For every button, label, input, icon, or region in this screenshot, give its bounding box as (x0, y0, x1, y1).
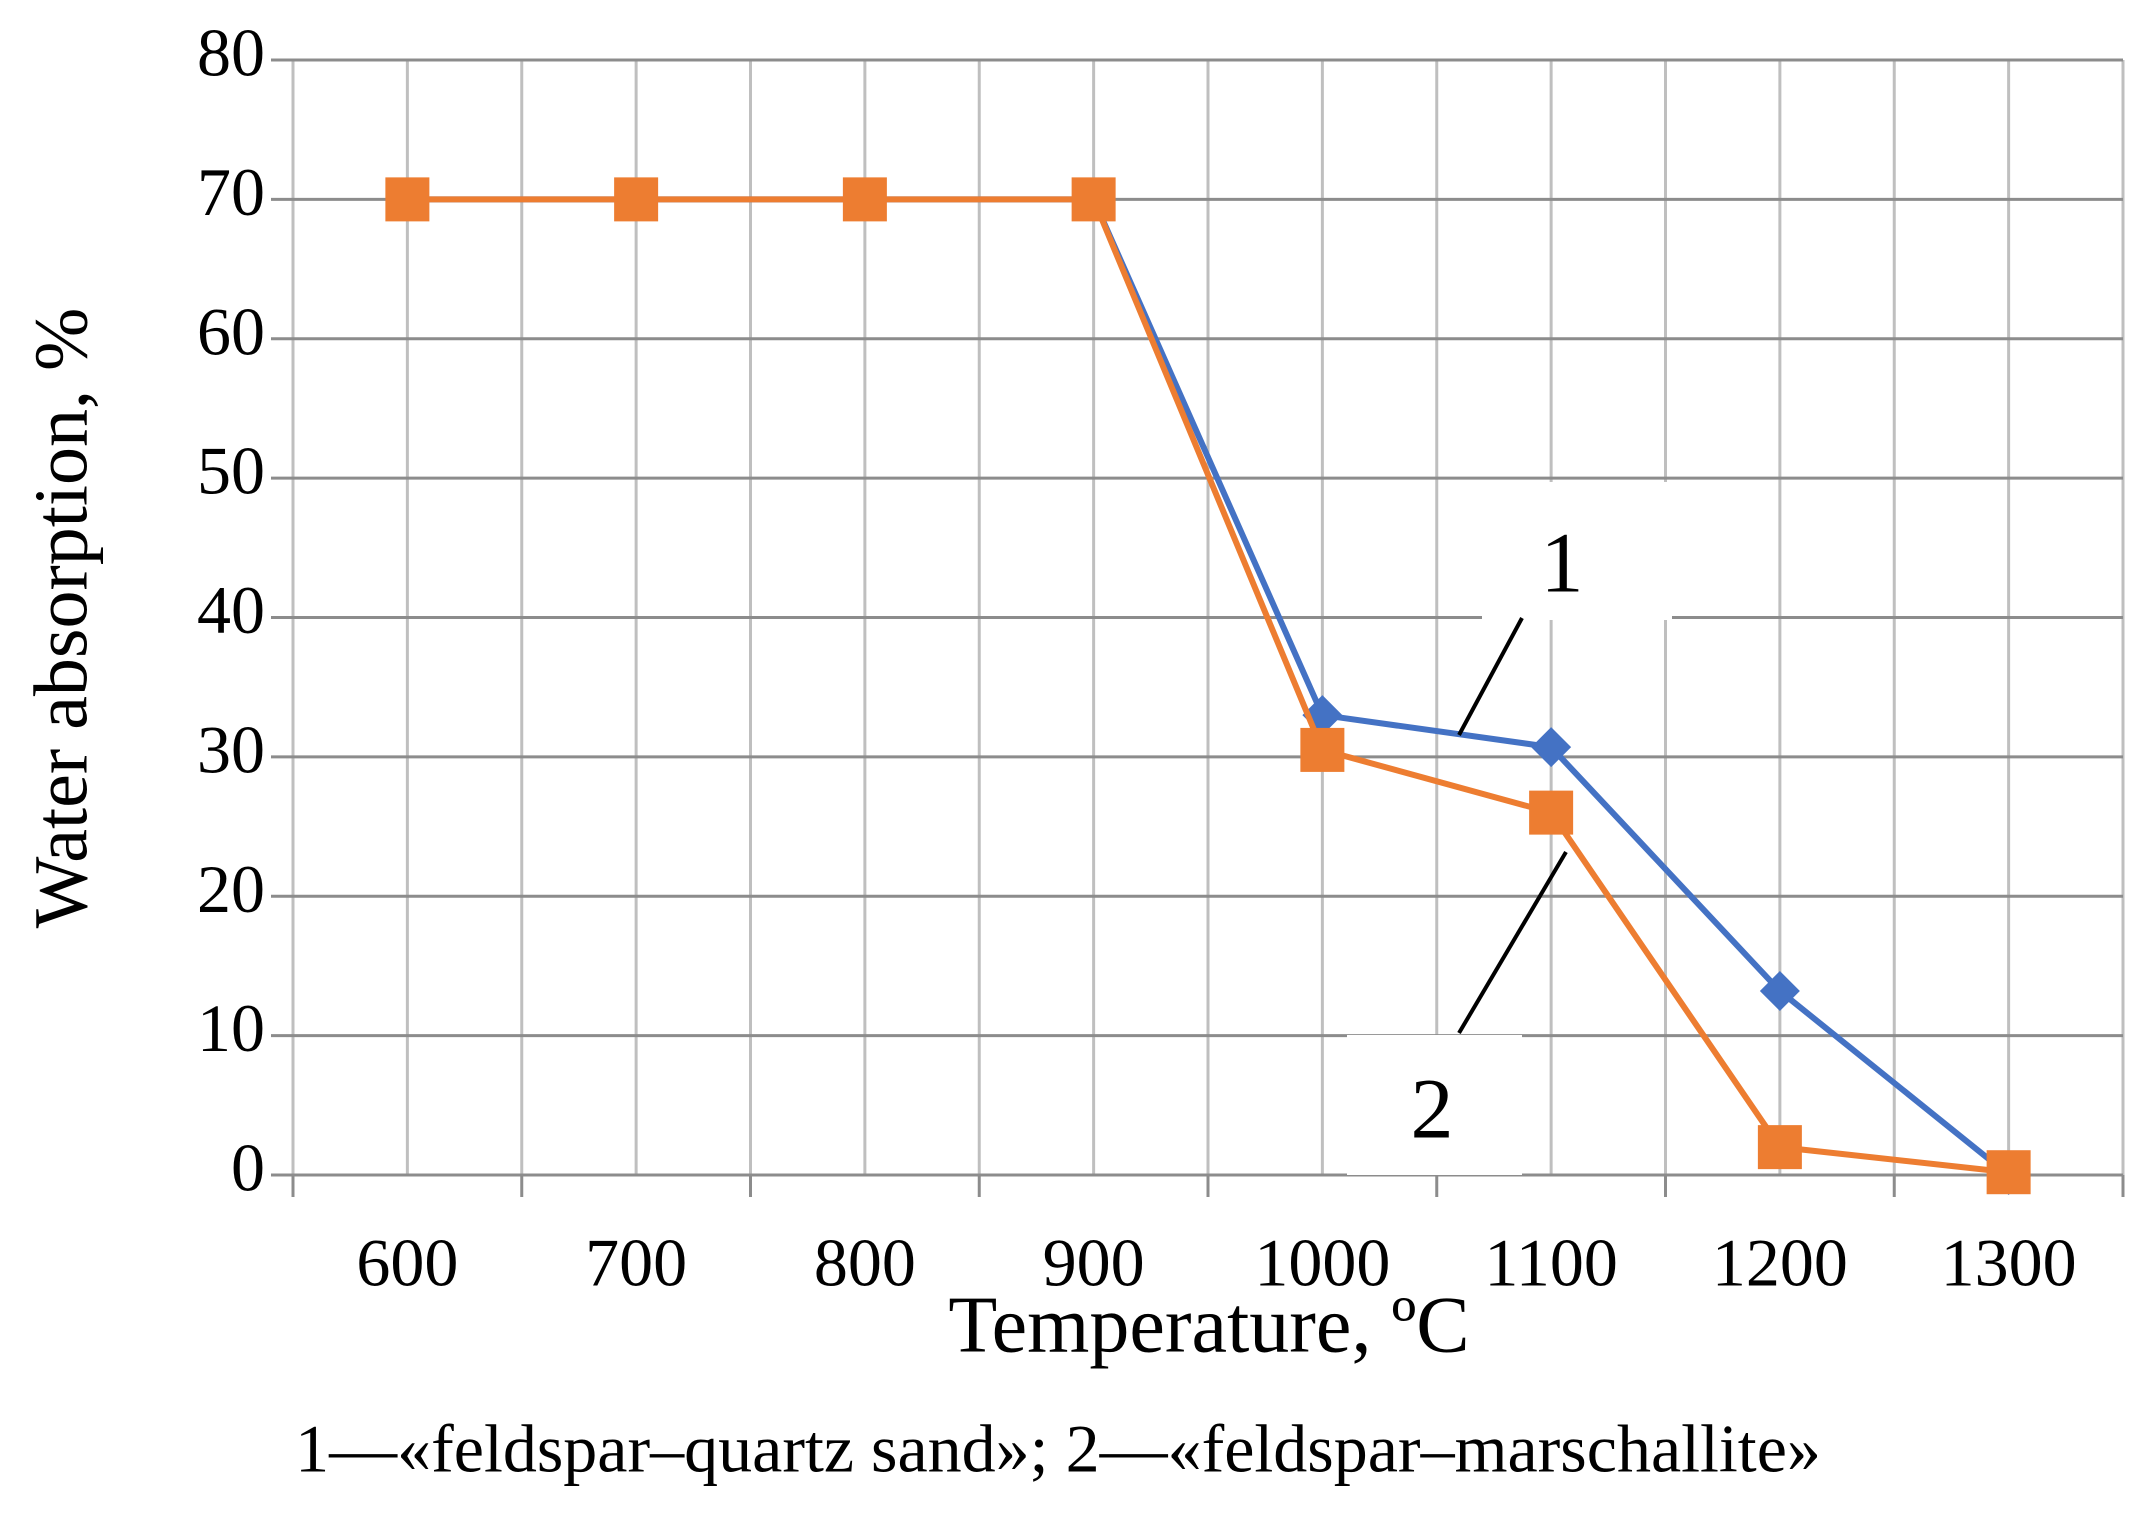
x-tick-label: 1300 (1941, 1225, 2077, 1301)
x-tick-label: 1200 (1712, 1225, 1848, 1301)
label-box (1347, 1035, 1522, 1175)
y-axis-title: Water absorption, % (19, 308, 103, 929)
y-tick-label: 0 (231, 1130, 265, 1206)
marker (1529, 790, 1574, 835)
series-label: 1 (1541, 515, 1584, 611)
x-tick-label: 800 (814, 1225, 916, 1301)
x-tick-label: 1000 (1254, 1225, 1390, 1301)
label-box (1482, 482, 1672, 620)
marker (1757, 1125, 1802, 1170)
marker (385, 177, 430, 222)
marker (1759, 971, 1800, 1012)
y-tick-label: 40 (197, 572, 265, 648)
marker (614, 177, 659, 222)
series-line (407, 196, 2009, 1176)
marker (1531, 727, 1572, 768)
marker (1300, 727, 1345, 772)
series-label: 2 (1411, 1061, 1454, 1157)
y-tick-label: 60 (197, 293, 265, 369)
y-tick-label: 20 (197, 851, 265, 927)
x-tick-label: 900 (1043, 1225, 1145, 1301)
y-tick-label: 80 (197, 15, 265, 91)
marker (1986, 1150, 2031, 1195)
y-tick-label: 50 (197, 433, 265, 509)
x-tick-label: 700 (585, 1225, 687, 1301)
marker (1071, 177, 1116, 222)
leader-line (1457, 617, 1524, 736)
leader-line (1457, 850, 1568, 1035)
y-tick-label: 30 (197, 711, 265, 787)
x-tick-label: 600 (356, 1225, 458, 1301)
y-tick-label: 10 (197, 990, 265, 1066)
marker (842, 177, 887, 222)
y-tick-label: 70 (197, 154, 265, 230)
x-tick-label: 1100 (1484, 1225, 1617, 1301)
x-axis-title: Temperature, ºC (948, 1281, 1469, 1369)
caption: 1—«feldspar–quartz sand»; 2—«feldspar–ma… (295, 1411, 1821, 1487)
